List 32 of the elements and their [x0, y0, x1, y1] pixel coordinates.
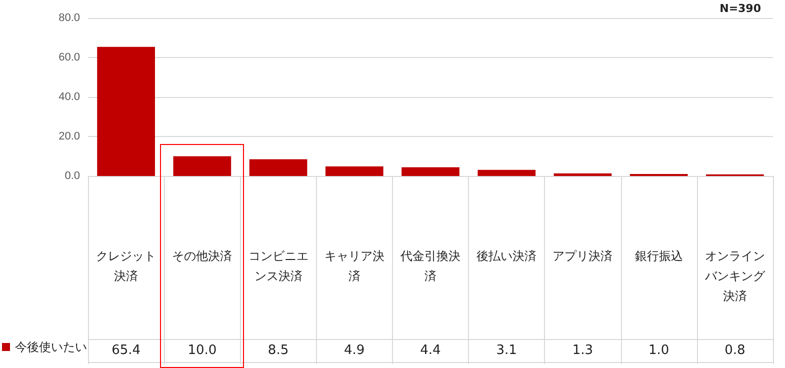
data-label: 4.9: [316, 339, 392, 363]
bar: [173, 156, 232, 176]
x-tick-label: アプリ決済: [552, 249, 613, 263]
bar: [554, 173, 612, 176]
data-label: 1.0: [620, 339, 697, 363]
bar: [478, 170, 536, 176]
data-label: 4.4: [392, 339, 469, 363]
bar: [325, 166, 384, 176]
data-label: 10.0: [164, 339, 240, 363]
x-tick-label: コンビニエンス決済: [248, 249, 308, 283]
y-tick-label: 20.0: [58, 130, 80, 142]
y-tick-label: 80.0: [58, 12, 80, 24]
y-tick-label: 40.0: [58, 91, 80, 103]
x-tick-label: クレジット決済: [96, 249, 156, 283]
x-tick-label: キャリア決済: [324, 249, 384, 283]
y-tick-label: 0.0: [64, 170, 80, 182]
text: N=390: [720, 2, 761, 15]
y-tick-label: 60.0: [58, 52, 80, 64]
x-tick-label: その他決済: [172, 249, 232, 263]
x-tick-label: 後払い決済: [476, 249, 537, 263]
legend-label: 今後使いたい: [15, 340, 87, 354]
x-tick-label: 銀行振込: [634, 249, 683, 263]
data-label: 8.5: [240, 339, 316, 363]
data-label: 65.4: [88, 339, 164, 363]
x-tick-label: オンラインバンキング決済: [704, 249, 766, 303]
bar: [249, 159, 308, 176]
data-label: 3.1: [468, 339, 545, 363]
x-tick-label: 代金引換決済: [400, 249, 460, 283]
bar: [97, 46, 155, 176]
bar: [402, 167, 460, 176]
data-label: 0.8: [696, 339, 773, 363]
data-label: 1.3: [544, 339, 621, 363]
